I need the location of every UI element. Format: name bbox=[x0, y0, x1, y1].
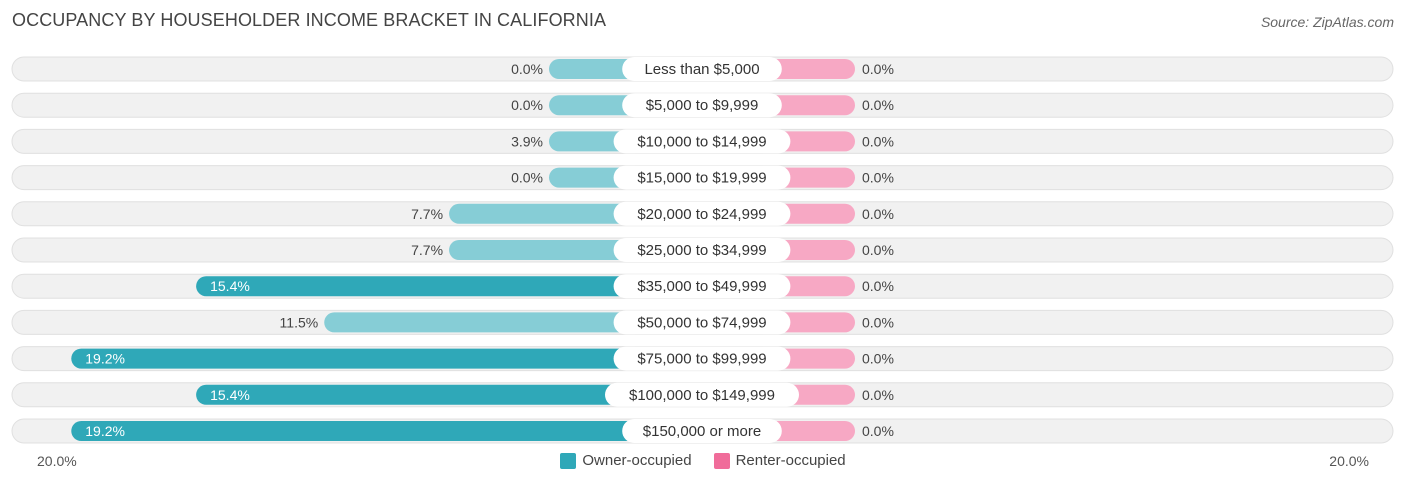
owner-value-label: 7.7% bbox=[411, 206, 443, 222]
category-label-bg bbox=[605, 382, 799, 407]
category-label-bg bbox=[613, 346, 791, 371]
renter-value-label: 0.0% bbox=[862, 387, 894, 403]
category-label: $150,000 or more bbox=[643, 423, 761, 440]
owner-value-label: 11.5% bbox=[280, 314, 319, 330]
legend: Owner-occupied Renter-occupied bbox=[0, 452, 1406, 469]
renter-value-label: 0.0% bbox=[862, 97, 894, 113]
renter-value-label: 0.0% bbox=[862, 278, 894, 294]
owner-value-label: 3.9% bbox=[511, 133, 543, 149]
legend-label-owner: Owner-occupied bbox=[582, 452, 692, 469]
category-label: $15,000 to $19,999 bbox=[637, 170, 766, 187]
owner-bar bbox=[71, 348, 702, 369]
legend-item-renter[interactable]: Renter-occupied bbox=[713, 452, 846, 469]
chart-title: OCCUPANCY BY HOUSEHOLDER INCOME BRACKET … bbox=[12, 10, 607, 30]
category-label-bg bbox=[613, 274, 791, 299]
category-label-bg bbox=[613, 201, 791, 226]
category-label: $25,000 to $34,999 bbox=[637, 242, 766, 259]
owner-value-label: 19.2% bbox=[85, 423, 125, 439]
category-label-bg bbox=[613, 165, 791, 190]
category-label: Less than $5,000 bbox=[644, 61, 759, 78]
category-label-bg bbox=[613, 238, 791, 262]
renter-value-label: 0.0% bbox=[862, 133, 894, 149]
category-label: $50,000 to $74,999 bbox=[637, 314, 766, 331]
owner-bar bbox=[71, 421, 702, 441]
renter-value-label: 0.0% bbox=[862, 314, 894, 330]
renter-value-label: 0.0% bbox=[862, 242, 894, 258]
legend-item-owner[interactable]: Owner-occupied bbox=[560, 452, 692, 469]
legend-label-renter: Renter-occupied bbox=[735, 452, 846, 469]
owner-bar bbox=[196, 384, 703, 405]
category-label-bg bbox=[613, 310, 791, 335]
category-label-bg bbox=[622, 57, 782, 81]
owner-value-label: 0.0% bbox=[511, 170, 543, 186]
owner-value-label: 0.0% bbox=[511, 61, 543, 77]
owner-value-label: 15.4% bbox=[210, 278, 250, 294]
owner-value-label: 0.0% bbox=[511, 97, 543, 113]
owner-value-label: 15.4% bbox=[210, 387, 250, 403]
chart-source: Source: ZipAtlas.com bbox=[1260, 14, 1394, 30]
owner-bar bbox=[196, 276, 703, 297]
category-label-bg bbox=[613, 129, 791, 154]
category-label: $75,000 to $99,999 bbox=[637, 351, 766, 368]
owner-bar bbox=[324, 312, 702, 333]
axis-label-right: 20.0% bbox=[1329, 453, 1369, 469]
renter-value-label: 0.0% bbox=[862, 170, 894, 186]
renter-value-label: 0.0% bbox=[862, 206, 894, 222]
category-label-bg bbox=[622, 93, 782, 118]
owner-value-label: 7.7% bbox=[411, 242, 443, 258]
legend-swatch-owner bbox=[560, 452, 577, 469]
legend-swatch-renter bbox=[713, 452, 730, 469]
renter-value-label: 0.0% bbox=[862, 423, 894, 439]
category-label: $100,000 to $149,999 bbox=[629, 387, 775, 404]
axis-label-left: 20.0% bbox=[37, 453, 77, 469]
category-label: $5,000 to $9,999 bbox=[646, 97, 759, 114]
renter-value-label: 0.0% bbox=[862, 351, 894, 367]
renter-value-label: 0.0% bbox=[862, 61, 894, 77]
category-label: $10,000 to $14,999 bbox=[637, 133, 766, 150]
category-label: $35,000 to $49,999 bbox=[637, 278, 766, 295]
category-label: $20,000 to $24,999 bbox=[637, 206, 766, 223]
owner-value-label: 19.2% bbox=[85, 351, 125, 367]
category-label-bg bbox=[622, 419, 782, 443]
